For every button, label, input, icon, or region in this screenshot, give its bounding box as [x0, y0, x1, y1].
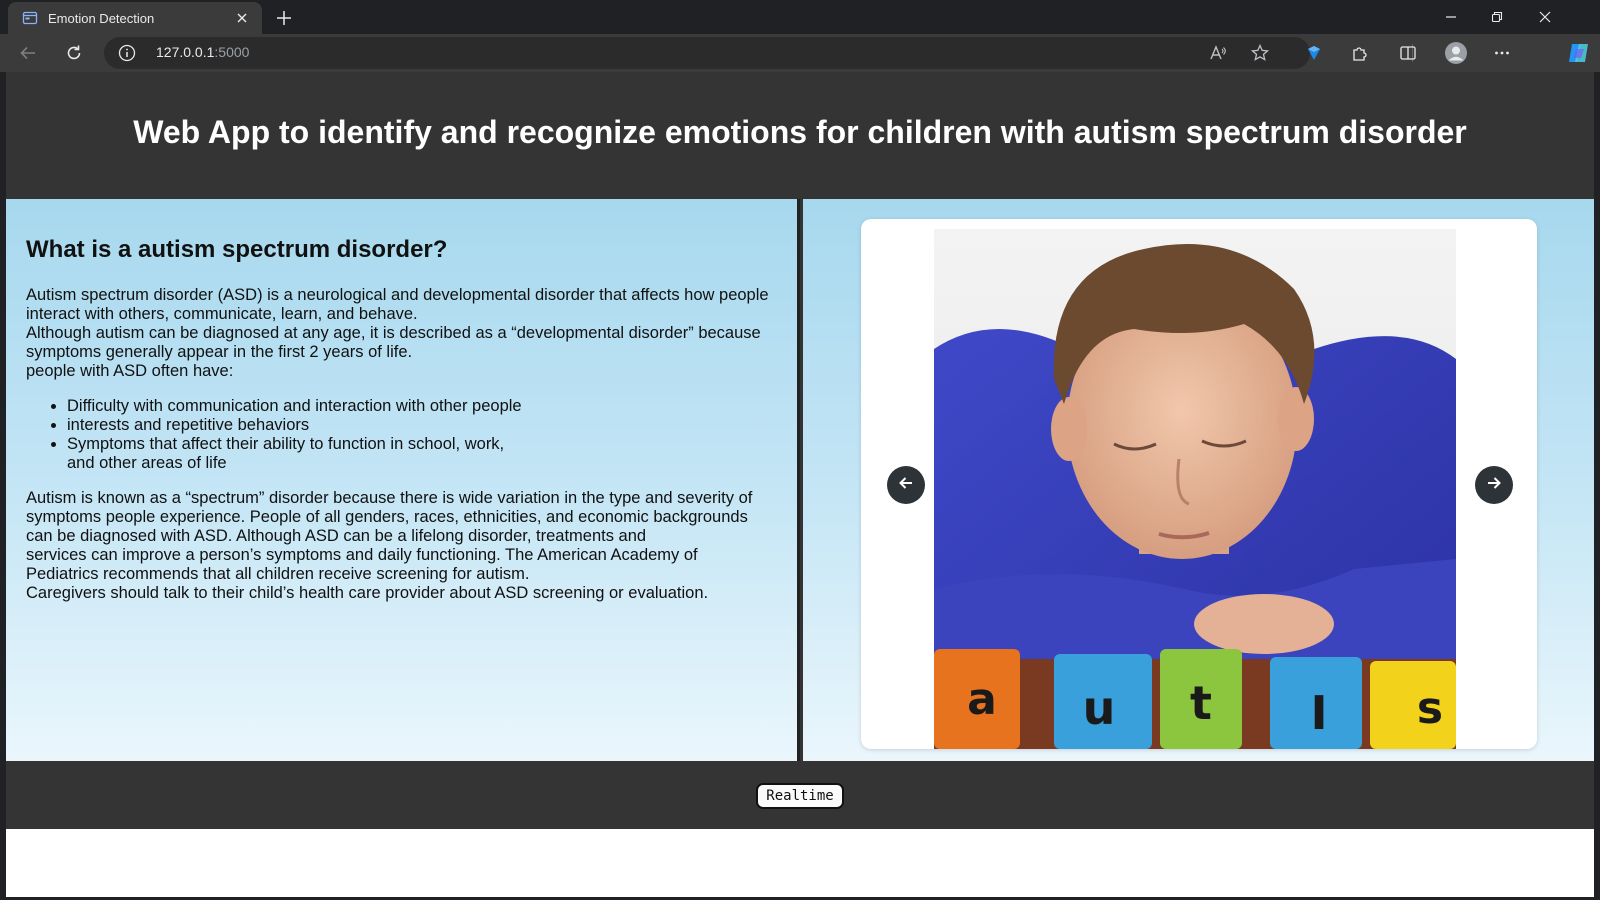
letter-block-label: u [1083, 681, 1116, 735]
copilot-icon[interactable] [1564, 39, 1594, 67]
letter-block [1370, 661, 1456, 749]
reload-icon[interactable] [60, 39, 88, 67]
text-line: Autism spectrum disorder (ASD) is a neur… [26, 286, 769, 304]
read-aloud-icon[interactable] [1208, 43, 1228, 63]
letter-blocks: a u t I s [934, 649, 1456, 749]
page-viewport: Web App to identify and recognize emotio… [6, 72, 1594, 897]
profile-icon[interactable] [1442, 39, 1470, 67]
url-port: :5000 [214, 44, 250, 60]
back-icon[interactable] [14, 39, 42, 67]
close-icon[interactable] [232, 8, 252, 28]
info-panel: What is a autism spectrum disorder? Auti… [6, 199, 800, 761]
carousel-next-button[interactable] [1475, 466, 1513, 504]
list-item: Symptoms that affect their ability to fu… [67, 435, 777, 473]
text-line: Pediatrics recommends that all children … [26, 565, 530, 583]
browser-toolbar: 127.0.0.1:5000 [0, 34, 1600, 72]
minimize-icon[interactable] [1428, 4, 1474, 30]
letter-block-label: I [1310, 686, 1327, 740]
closing-paragraph: Autism is known as a “spectrum” disorder… [26, 489, 777, 603]
arrow-right-icon [1486, 475, 1502, 496]
text-line: people with ASD often have: [26, 362, 234, 380]
letter-block [1160, 649, 1242, 749]
realtime-button[interactable]: Realtime [756, 783, 844, 809]
info-icon[interactable] [118, 44, 136, 62]
text-line: Autism is known as a “spectrum” disorder… [26, 489, 753, 507]
new-tab-icon[interactable] [272, 6, 296, 30]
split-screen-icon[interactable] [1394, 39, 1422, 67]
page-title: Web App to identify and recognize emotio… [133, 114, 1467, 150]
restore-icon[interactable] [1474, 4, 1520, 30]
letter-block-label: s [1417, 683, 1443, 734]
letter-block [934, 649, 1020, 749]
list-item: interests and repetitive behaviors [67, 416, 777, 435]
letter-block-label: a [967, 674, 997, 725]
letter-block-label: t [1190, 676, 1212, 730]
blank-area [6, 829, 1594, 897]
carousel-image-boy-with-alphabet-blocks: a u t I s [934, 229, 1456, 749]
text-line: interact with others, communicate, learn… [26, 305, 418, 323]
footer-bar: Realtime [6, 761, 1594, 829]
section-heading: What is a autism spectrum disorder? [26, 236, 448, 263]
text-line: symptoms people experience. People of al… [26, 508, 748, 526]
text-line: services can improve a person’s symptoms… [26, 546, 698, 564]
tab-favicon-icon [22, 10, 38, 26]
letter-block [1270, 657, 1362, 749]
url-text: 127.0.0.1:5000 [156, 44, 249, 60]
toolbar-divider [1412, 44, 1413, 62]
favorite-star-icon[interactable] [1250, 43, 1270, 63]
arrow-left-icon [898, 475, 914, 496]
letter-block [1054, 654, 1152, 749]
text-line: symptoms generally appear in the first 2… [26, 343, 413, 361]
carousel-prev-button[interactable] [887, 466, 925, 504]
intro-paragraph: Autism spectrum disorder (ASD) is a neur… [26, 286, 777, 381]
browser-tab[interactable]: Emotion Detection [8, 2, 262, 34]
url-host: 127.0.0.1 [156, 44, 215, 60]
text-line: Although autism can be diagnosed at any … [26, 324, 761, 342]
list-item-text: Symptoms that affect their ability to fu… [67, 435, 505, 453]
carousel-panel: a u t I s [803, 199, 1594, 761]
carousel-card: a u t I s [861, 219, 1537, 749]
more-icon[interactable] [1488, 39, 1516, 67]
list-item: Difficulty with communication and intera… [67, 397, 777, 416]
tab-strip: Emotion Detection [0, 0, 1600, 34]
tab-title: Emotion Detection [48, 10, 155, 26]
extension-shield-icon[interactable] [1300, 39, 1328, 67]
address-bar[interactable]: 127.0.0.1:5000 [104, 37, 1310, 69]
symptom-list: Difficulty with communication and intera… [67, 397, 777, 473]
window-close-icon[interactable] [1522, 4, 1568, 30]
extensions-icon[interactable] [1346, 39, 1374, 67]
list-item-text-continued: and other areas of life [67, 454, 227, 472]
text-line: can be diagnosed with ASD. Although ASD … [26, 527, 647, 545]
text-line: Caregivers should talk to their child’s … [26, 584, 709, 602]
